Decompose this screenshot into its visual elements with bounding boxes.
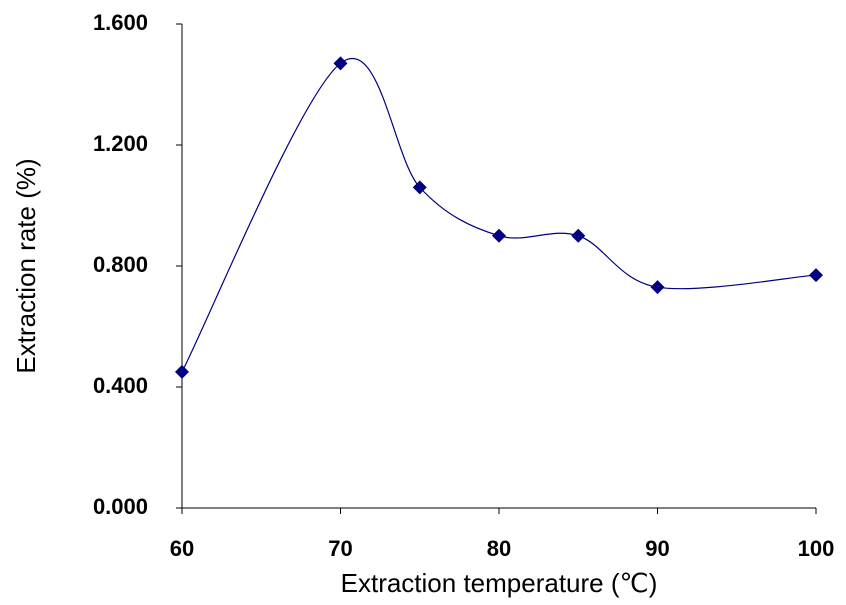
y-tick-label: 0.800 bbox=[93, 252, 148, 277]
y-tick-label: 0.000 bbox=[93, 494, 148, 519]
line bbox=[181, 58, 817, 373]
y-axis-title: Extraction rate (%) bbox=[11, 158, 41, 373]
x-axis-title: Extraction temperature (℃) bbox=[341, 568, 658, 598]
x-tick-label: 60 bbox=[170, 536, 194, 561]
marker bbox=[333, 56, 348, 71]
x-tick-label: 100 bbox=[798, 536, 835, 561]
x-tick-label: 90 bbox=[645, 536, 669, 561]
x-tick-label: 80 bbox=[487, 536, 511, 561]
marker bbox=[571, 228, 586, 243]
marker bbox=[650, 280, 665, 295]
y-tick-label: 0.400 bbox=[93, 373, 148, 398]
y-tick-label: 1.200 bbox=[93, 131, 148, 156]
marker bbox=[412, 180, 427, 195]
y-tick-label: 1.600 bbox=[93, 10, 148, 35]
x-tick-label: 70 bbox=[328, 536, 352, 561]
marker bbox=[809, 268, 823, 283]
marker bbox=[492, 228, 506, 243]
marker bbox=[175, 364, 189, 379]
